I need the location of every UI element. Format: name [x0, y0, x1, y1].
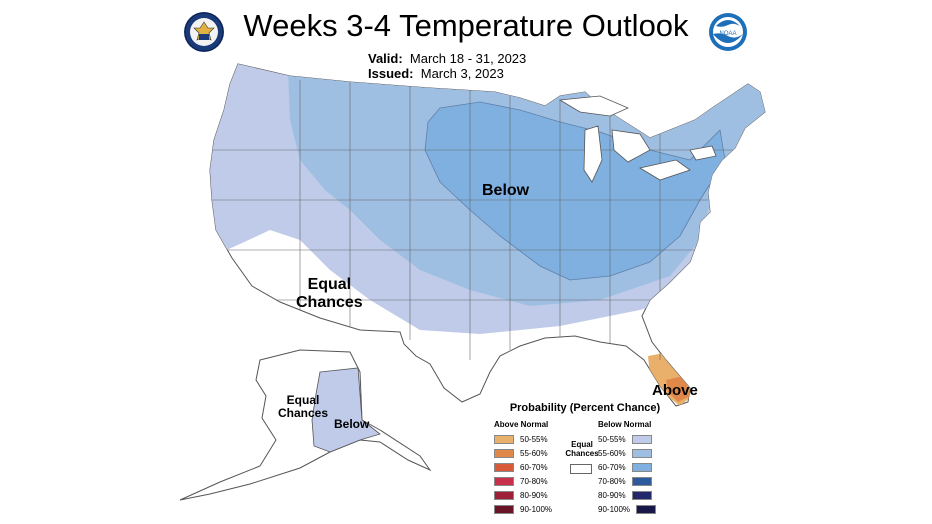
legend-swatch	[636, 505, 657, 514]
legend-label: 55-60%	[598, 449, 626, 458]
legend-swatch	[631, 463, 652, 472]
legend-below-heading: Below Normal	[598, 420, 652, 429]
legend-label: 50-55%	[598, 435, 626, 444]
legend-label: 50-55%	[520, 435, 548, 444]
legend-below-row: 55-60%	[598, 448, 652, 459]
legend-swatch	[631, 435, 652, 444]
commerce-seal-icon	[184, 12, 224, 52]
legend-swatch	[494, 463, 514, 472]
legend-below-row: 80-90%	[598, 490, 652, 501]
valid-dates: March 18 - 31, 2023	[409, 51, 527, 66]
region-label-equal-alaska: Equal Chances	[278, 393, 329, 421]
legend-swatch	[494, 491, 514, 500]
legend-label: 90-100%	[598, 505, 631, 514]
region-label-above-florida: Above	[652, 382, 698, 399]
legend-title: Probability (Percent Chance)	[509, 402, 661, 414]
legend-label: 80-90%	[520, 491, 548, 500]
legend-swatch	[494, 435, 514, 444]
legend-label: 60-70%	[598, 463, 626, 472]
legend-above-heading: Above Normal	[494, 420, 549, 429]
above-55-60-region	[666, 376, 690, 402]
probability-legend: Probability (Percent Chance) Above Norma…	[490, 402, 680, 520]
legend-above-row: 60-70%	[494, 462, 548, 473]
alaska-below-region	[311, 367, 381, 453]
legend-label: 90-100%	[520, 505, 553, 514]
legend-equal-chances: Equal Chances	[565, 440, 599, 458]
below-60-70-region	[424, 101, 726, 281]
legend-below-row: 60-70%	[598, 462, 652, 473]
issued-line: Issued: March 3, 2023	[368, 66, 504, 81]
legend-above-row: 55-60%	[494, 448, 548, 459]
legend-above-row: 70-80%	[494, 476, 548, 487]
legend-below-row: 90-100%	[598, 504, 657, 515]
legend-equal-swatch	[570, 464, 592, 474]
valid-line: Valid: March 18 - 31, 2023	[368, 51, 526, 66]
alaska-outline	[179, 349, 432, 501]
issued-date: March 3, 2023	[420, 66, 504, 81]
valid-label: Valid:	[368, 51, 403, 66]
legend-above-row: 80-90%	[494, 490, 548, 501]
legend-label: 70-80%	[598, 477, 626, 486]
legend-swatch	[631, 491, 652, 500]
legend-label: 80-90%	[598, 491, 626, 500]
legend-below-row: 50-55%	[598, 434, 652, 445]
legend-swatch	[494, 449, 514, 458]
region-label-below-conus: Below	[482, 182, 530, 199]
legend-above-row: 90-100%	[494, 504, 552, 515]
map-title: Weeks 3-4 Temperature Outlook	[243, 8, 689, 43]
legend-swatch	[631, 477, 652, 486]
noaa-logo-icon: NOAA	[708, 12, 748, 52]
issued-label: Issued:	[368, 66, 414, 81]
region-label-below-alaska: Below	[334, 417, 370, 431]
great-lakes	[558, 95, 717, 183]
legend-label: 55-60%	[520, 449, 548, 458]
legend-below-row: 70-80%	[598, 476, 652, 487]
legend-above-row: 50-55%	[494, 434, 548, 445]
legend-label: 70-80%	[520, 477, 548, 486]
svg-text:NOAA: NOAA	[719, 31, 736, 37]
legend-label: 60-70%	[520, 463, 548, 472]
region-label-equal-conus: Equal Chances	[296, 276, 363, 311]
legend-swatch	[631, 449, 652, 458]
legend-swatch	[494, 505, 514, 514]
legend-swatch	[494, 477, 514, 486]
